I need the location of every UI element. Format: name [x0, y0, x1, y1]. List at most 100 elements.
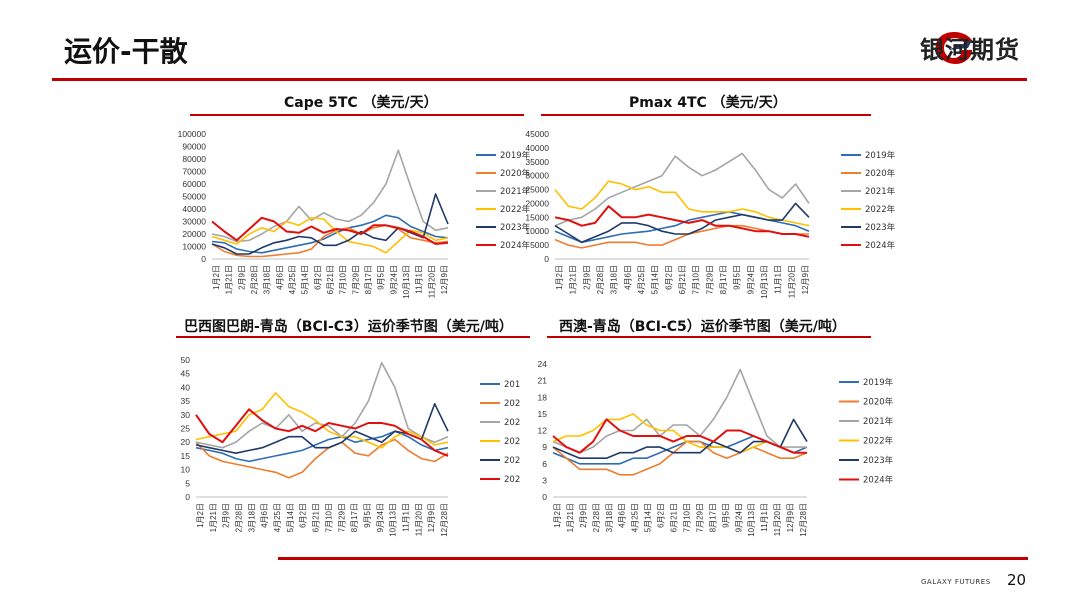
legend-label: 202: [504, 456, 520, 466]
x-tick-label: 1月2日: [555, 265, 564, 290]
x-tick-label: 6月21日: [678, 265, 687, 294]
x-tick-label: 3月18日: [263, 265, 272, 294]
y-tick-label: 35000: [525, 157, 549, 167]
x-tick-label: 1月2日: [196, 503, 205, 528]
x-tick-label: 7月29日: [695, 503, 704, 532]
x-tick-label: 2月9日: [582, 265, 591, 290]
y-tick-label: 45: [181, 369, 191, 379]
series-line-1: [195, 430, 449, 463]
series-line-3: [554, 152, 810, 227]
legend-label: 2023年: [500, 222, 531, 233]
chart-plot: 1000009000080000700006000050000400003000…: [178, 129, 449, 299]
y-tick-label: 80000: [182, 154, 206, 164]
y-tick-label: 15000: [525, 212, 549, 222]
y-tick-label: 100000: [178, 129, 207, 139]
y-tick-label: 35: [181, 396, 191, 406]
x-tick-label: 11月1日: [415, 265, 424, 294]
x-tick-label: 10月13日: [760, 265, 769, 299]
y-tick-label: 0: [542, 492, 547, 502]
x-tick-label: 5月14日: [644, 503, 653, 532]
x-tick-label: 12月9日: [801, 265, 810, 294]
x-tick-label: 6月2日: [313, 265, 322, 290]
x-tick-label: 2月9日: [579, 503, 588, 528]
y-tick-label: 9: [542, 442, 547, 452]
x-tick-label: 11月1日: [774, 265, 783, 294]
legend-label: 202: [504, 399, 520, 409]
x-tick-label: 6月21日: [326, 265, 335, 294]
chart-plot: 24 21 18 15 12 9 6 3 0 1月2日 1月21日 2月9日 2月28日 3月18日 4月6…: [538, 359, 808, 537]
x-tick-label: 12月28日: [799, 503, 808, 537]
chart-title: Cape 5TC （美元/天）: [284, 95, 438, 111]
y-tick-label: 90000: [182, 142, 206, 152]
x-tick-label: 1月21日: [569, 265, 578, 294]
y-tick-label: 25000: [525, 185, 549, 195]
y-tick-label: 20000: [182, 229, 206, 239]
y-tick-label: 15: [538, 409, 548, 419]
x-tick-label: 9月5日: [377, 265, 386, 290]
x-tick-label: 6月2日: [299, 503, 308, 528]
x-tick-label: 1月2日: [212, 265, 221, 290]
y-tick-label: 0: [201, 254, 206, 264]
legend-label: 2023年: [865, 222, 896, 233]
chart-plot: 45000 40000 35000 30000 25000 20000 15000 10000…: [525, 129, 810, 299]
x-tick-label: 11月20日: [414, 503, 423, 536]
chart-legend: 2019年 2020年 2021年 2022年 2023年 2024年: [476, 150, 531, 251]
y-tick-label: 25: [181, 424, 191, 434]
x-tick-label: 6月2日: [657, 503, 666, 528]
x-tick-label: 2月28日: [235, 503, 244, 532]
x-tick-label: 6月21日: [312, 503, 321, 532]
x-tick-label: 1月2日: [553, 503, 562, 528]
y-tick-label: 18: [538, 392, 548, 402]
x-tick-label: 7月29日: [351, 265, 360, 294]
x-tick-label: 6月21日: [670, 503, 679, 532]
x-tick-label: 4月25日: [631, 503, 640, 532]
cape-5tc-chart: Cape 5TC （美元/天） 100000 90000 80000 70000 600…: [150, 88, 531, 306]
series-line-2: [552, 440, 808, 476]
y-tick-label: 40000: [182, 204, 206, 214]
x-tick-label: 4月25日: [288, 265, 297, 294]
series-line-4: [195, 392, 449, 449]
y-tick-label: 10000: [182, 242, 206, 252]
x-tick-label: 4月6日: [275, 265, 284, 290]
x-tick-label: 2月9日: [237, 265, 246, 290]
y-tick-label: 40000: [525, 143, 549, 153]
x-tick-label: 8月17日: [350, 503, 359, 532]
x-tick-label: 1月21日: [225, 265, 234, 294]
x-tick-label: 11月20日: [773, 503, 782, 536]
y-tick-label: 30000: [525, 171, 549, 181]
page-title: 运价-干散: [64, 35, 188, 68]
x-tick-label: 2月28日: [250, 265, 259, 294]
legend-label: 2024年: [865, 240, 896, 251]
legend-label: 2020年: [863, 397, 894, 408]
chart-svg: 1000009000080000700006000050000400003000…: [178, 129, 531, 299]
x-tick-label: 7月29日: [337, 503, 346, 532]
x-tick-label: 9月24日: [389, 265, 398, 294]
series-line-4: [552, 413, 807, 454]
galaxy-logo-icon: [935, 32, 973, 64]
legend-label: 2021年: [865, 186, 896, 197]
legend-label: 2019年: [500, 150, 531, 161]
x-tick-label: 3月18日: [247, 503, 256, 532]
series-line-3: [211, 149, 449, 243]
y-tick-label: 20000: [525, 198, 549, 208]
y-tick-label: 70000: [182, 167, 206, 177]
y-tick-label: 20: [181, 437, 191, 447]
y-tick-label: 45000: [525, 129, 549, 139]
x-tick-label: 9月24日: [746, 265, 755, 294]
y-tick-label: 3: [542, 475, 547, 485]
series-line-1: [211, 214, 449, 254]
legend-label: 201: [504, 380, 520, 390]
x-tick-label: 12月9日: [440, 265, 449, 294]
y-tick-label: 5000: [530, 240, 549, 250]
legend-label: 2020年: [865, 168, 896, 179]
legend-label: 2022年: [865, 204, 896, 215]
bci-c3-chart: 巴西图巴朗-青岛（BCI-C3）运价季节图（美元/吨） 50 45 40 35 30 25…: [150, 312, 540, 552]
x-tick-label: 1月21日: [566, 503, 575, 532]
y-tick-label: 50: [181, 355, 191, 365]
y-tick-label: 40: [181, 382, 191, 392]
legend-label: 2021年: [500, 186, 531, 197]
y-tick-label: 6: [542, 459, 547, 469]
x-tick-label: 12月9日: [427, 503, 436, 532]
y-tick-label: 21: [538, 376, 548, 386]
legend-label: 202: [504, 418, 520, 428]
